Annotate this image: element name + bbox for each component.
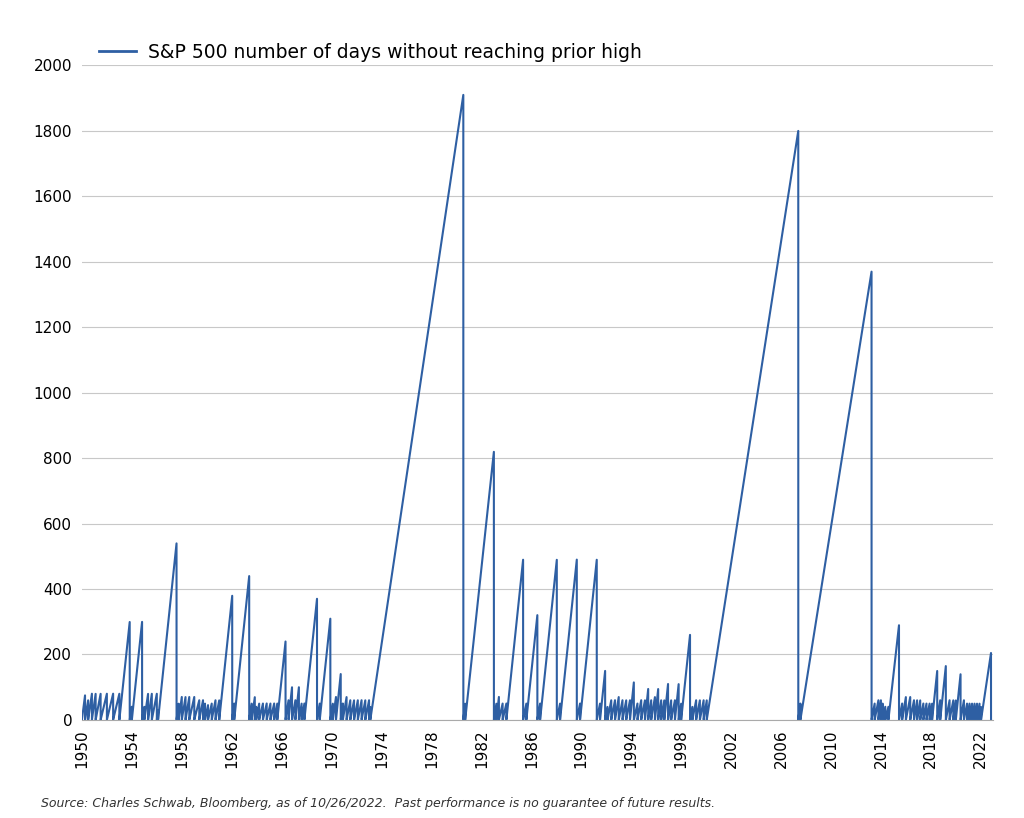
Legend: S&P 500 number of days without reaching prior high: S&P 500 number of days without reaching … <box>91 35 649 70</box>
Text: Source: Charles Schwab, Bloomberg, as of 10/26/2022.  Past performance is no gua: Source: Charles Schwab, Bloomberg, as of… <box>41 797 715 810</box>
